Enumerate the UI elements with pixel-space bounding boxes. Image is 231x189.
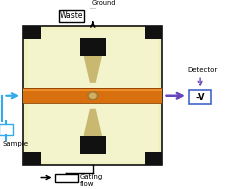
Bar xyxy=(23,89,92,91)
Bar xyxy=(188,90,210,104)
Text: Waste: Waste xyxy=(59,11,83,20)
Bar xyxy=(23,26,162,165)
Bar xyxy=(92,89,162,91)
Bar xyxy=(0,124,13,135)
Text: Gating
flow: Gating flow xyxy=(80,174,103,187)
Bar xyxy=(54,174,77,182)
Bar xyxy=(92,88,162,103)
Bar xyxy=(23,26,40,40)
Bar xyxy=(80,136,105,154)
Bar xyxy=(144,152,162,165)
Bar xyxy=(144,26,162,40)
Polygon shape xyxy=(83,109,102,136)
Bar xyxy=(80,38,105,56)
Bar xyxy=(23,152,40,165)
Text: -V: -V xyxy=(195,93,204,102)
Text: Detector: Detector xyxy=(186,67,217,73)
Bar xyxy=(59,10,83,22)
Text: Sample: Sample xyxy=(2,141,28,147)
Text: Ground: Ground xyxy=(91,0,116,5)
Circle shape xyxy=(89,93,96,98)
Circle shape xyxy=(87,92,97,100)
Polygon shape xyxy=(83,56,102,83)
Bar xyxy=(28,30,157,162)
Bar xyxy=(23,88,92,103)
